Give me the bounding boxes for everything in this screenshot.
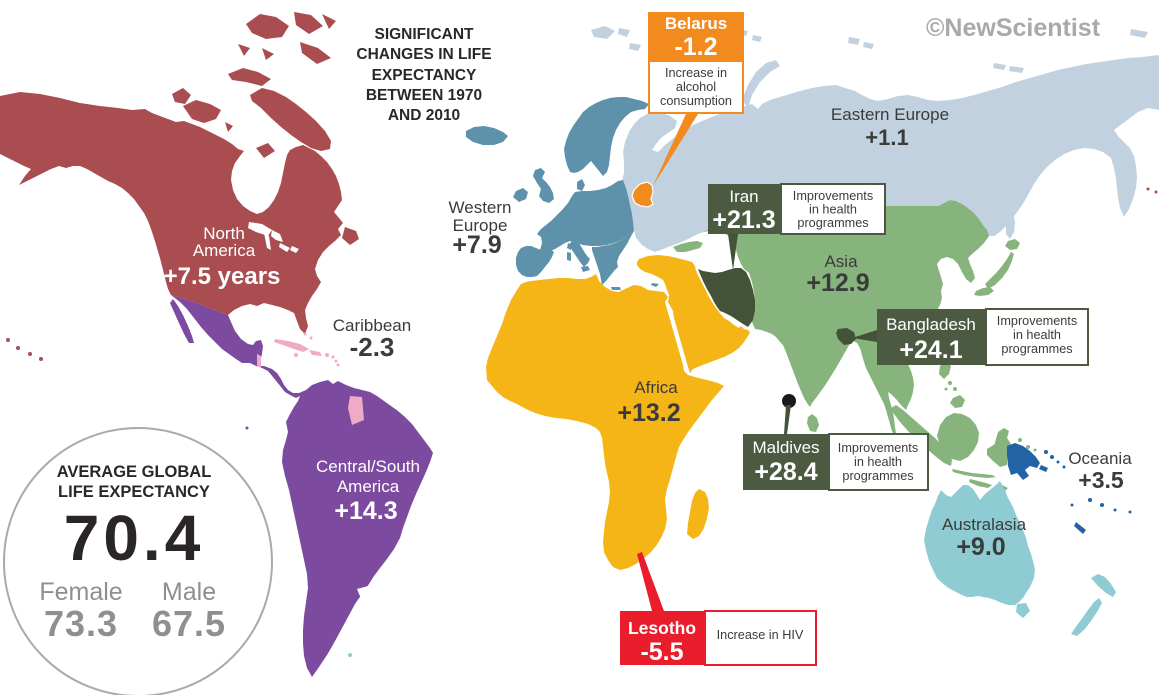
svg-text:+3.5: +3.5 — [1078, 467, 1124, 493]
svg-text:Europe: Europe — [453, 216, 508, 235]
svg-text:in health: in health — [1013, 328, 1061, 342]
svg-text:+28.4: +28.4 — [754, 458, 817, 486]
svg-text:in health: in health — [854, 455, 902, 469]
svg-text:LIFE EXPECTANCY: LIFE EXPECTANCY — [58, 483, 210, 501]
svg-text:Caribbean: Caribbean — [333, 316, 411, 335]
svg-text:alcohol: alcohol — [676, 80, 716, 94]
svg-text:Increase in HIV: Increase in HIV — [717, 628, 804, 642]
svg-text:Western: Western — [449, 198, 512, 217]
svg-text:Africa: Africa — [634, 378, 678, 397]
svg-text:Australasia: Australasia — [942, 515, 1027, 534]
svg-text:+24.1: +24.1 — [899, 336, 962, 364]
svg-text:in health: in health — [809, 203, 857, 217]
svg-text:programmes: programmes — [842, 469, 913, 483]
svg-text:America: America — [337, 477, 400, 496]
svg-text:Eastern Europe: Eastern Europe — [831, 105, 949, 124]
svg-text:+21.3: +21.3 — [712, 206, 775, 234]
svg-text:SIGNIFICANT: SIGNIFICANT — [374, 26, 474, 43]
svg-text:Female: Female — [39, 578, 122, 606]
svg-text:EXPECTANCY: EXPECTANCY — [372, 67, 477, 84]
svg-text:+13.2: +13.2 — [617, 399, 680, 427]
svg-text:-1.2: -1.2 — [674, 33, 717, 61]
svg-text:North: North — [203, 224, 245, 243]
svg-text:America: America — [193, 241, 256, 260]
svg-text:Improvements: Improvements — [838, 441, 918, 455]
svg-text:Male: Male — [162, 578, 216, 606]
svg-text:+7.5 years: +7.5 years — [164, 263, 281, 290]
svg-text:Bangladesh: Bangladesh — [886, 315, 976, 334]
svg-text:Iran: Iran — [729, 187, 758, 206]
svg-text:AND 2010: AND 2010 — [388, 107, 460, 124]
svg-text:-2.3: -2.3 — [350, 332, 395, 362]
svg-text:Increase in: Increase in — [665, 66, 727, 80]
svg-text:Improvements: Improvements — [793, 189, 873, 203]
svg-text:67.5: 67.5 — [152, 603, 226, 644]
svg-text:+7.9: +7.9 — [452, 231, 501, 259]
svg-text:Improvements: Improvements — [997, 314, 1077, 328]
svg-text:CHANGES IN LIFE: CHANGES IN LIFE — [356, 46, 491, 63]
svg-text:Belarus: Belarus — [665, 14, 727, 33]
svg-text:Central/South: Central/South — [316, 457, 420, 476]
svg-text:Maldives: Maldives — [752, 438, 819, 457]
svg-text:+1.1: +1.1 — [865, 125, 908, 150]
svg-text:AVERAGE GLOBAL: AVERAGE GLOBAL — [57, 463, 212, 481]
svg-text:Asia: Asia — [824, 252, 858, 271]
svg-text:consumption: consumption — [660, 94, 732, 108]
svg-text:+9.0: +9.0 — [956, 533, 1005, 561]
svg-text:Lesotho: Lesotho — [628, 618, 696, 638]
svg-text:+14.3: +14.3 — [334, 497, 397, 525]
svg-text:+12.9: +12.9 — [806, 269, 869, 297]
svg-text:Oceania: Oceania — [1068, 449, 1132, 468]
svg-text:©NewScientist: ©NewScientist — [926, 14, 1101, 42]
svg-text:73.3: 73.3 — [44, 603, 118, 644]
svg-text:programmes: programmes — [797, 216, 868, 230]
svg-text:70.4: 70.4 — [64, 502, 205, 574]
svg-text:programmes: programmes — [1001, 342, 1072, 356]
svg-text:BETWEEN 1970: BETWEEN 1970 — [366, 87, 482, 104]
svg-text:-5.5: -5.5 — [640, 638, 683, 666]
